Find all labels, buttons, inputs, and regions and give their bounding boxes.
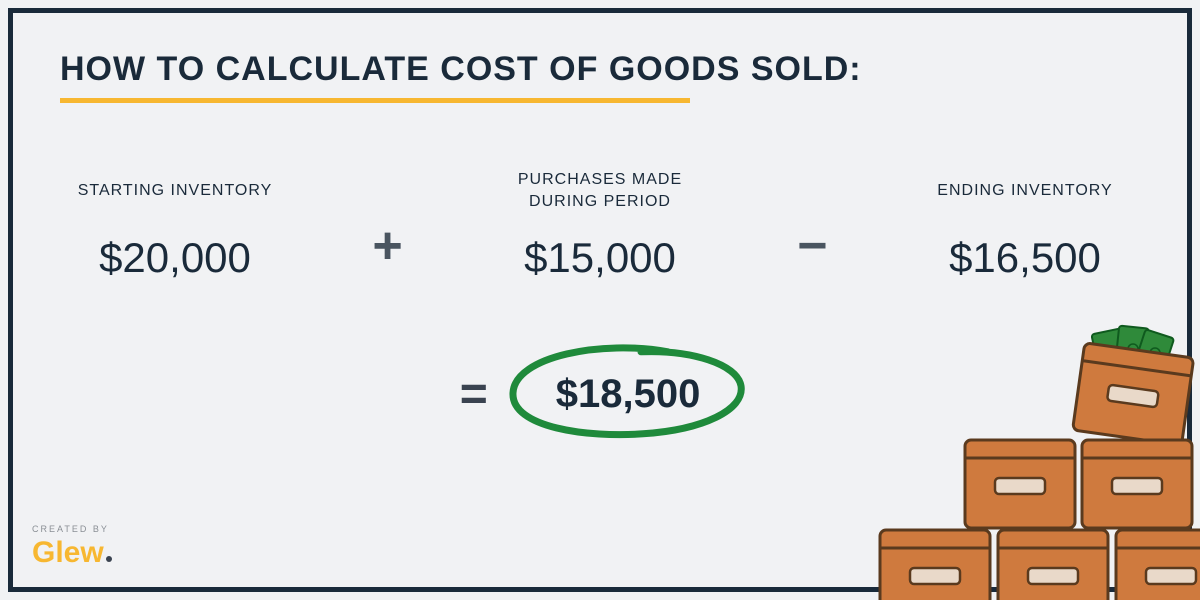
equals-operator: =	[460, 367, 488, 422]
brand-dot-icon	[106, 556, 112, 562]
term-value: $20,000	[99, 234, 251, 282]
term-label: PURCHASES MADE DURING PERIOD	[518, 170, 682, 212]
term-value: $16,500	[949, 234, 1101, 282]
formula-row: STARTING INVENTORY $20,000 + PURCHASES M…	[60, 170, 1140, 282]
term-starting-inventory: STARTING INVENTORY $20,000	[60, 170, 290, 282]
term-value: $15,000	[524, 234, 676, 282]
plus-operator: +	[372, 176, 402, 276]
term-label: STARTING INVENTORY	[78, 170, 273, 212]
term-purchases: PURCHASES MADE DURING PERIOD $15,000	[485, 170, 715, 282]
term-ending-inventory: ENDING INVENTORY $16,500	[910, 170, 1140, 282]
result-wrap: $18,500	[516, 360, 741, 429]
credit-prefix: CREATED BY	[32, 524, 112, 534]
page-title: HOW TO CALCULATE COST OF GOODS SOLD:	[60, 50, 862, 89]
minus-operator: −	[797, 176, 827, 276]
term-label: ENDING INVENTORY	[937, 170, 1112, 212]
boxes-illustration-icon	[820, 320, 1200, 600]
credit-block: CREATED BY Glew	[32, 524, 112, 570]
title-underline	[60, 98, 690, 103]
brand-logo: Glew	[32, 536, 104, 570]
result-value: $18,500	[516, 360, 741, 429]
